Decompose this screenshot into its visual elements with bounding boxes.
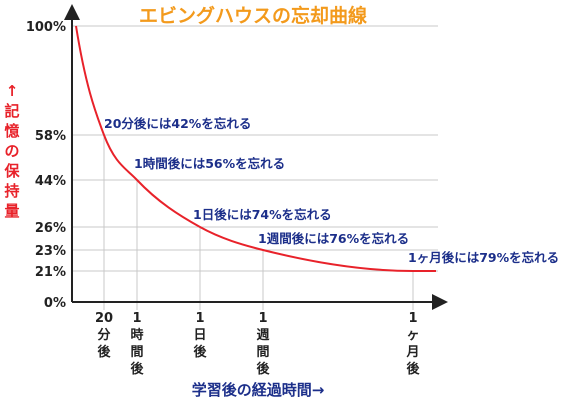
forgetting-curve-line (75, 25, 436, 272)
x-axis-label: 学習後の経過時間→ (192, 381, 325, 399)
annotation-label: 1週間後には76%を忘れる (258, 231, 409, 246)
x-tick-label: 1 週間後 (256, 311, 270, 377)
chart-title: エビングハウスの忘却曲線 (139, 4, 367, 27)
annotation-label: 1日後には74%を忘れる (193, 207, 332, 222)
y-tick-label: 58% (35, 129, 66, 144)
svg-text:1ヶ月後: 1 ヶ月後 (405, 311, 420, 377)
y-tick-label: 44% (35, 174, 66, 189)
x-tick-label: 1 時間後 (130, 311, 144, 377)
annotation-label: 20分後には42%を忘れる (104, 116, 251, 131)
svg-text:1時間後: 1 時間後 (130, 311, 144, 377)
svg-text:20分後: 20 分後 (95, 311, 113, 360)
annotation-label: 1ヶ月後には79%を忘れる (408, 250, 559, 265)
y-axis-label-text: ↑記憶の保持量 (3, 82, 20, 220)
y-axis-label: ↑記憶の保持量 (3, 82, 20, 220)
y-tick-label: 0% (44, 296, 66, 311)
y-tick-label: 23% (35, 244, 66, 259)
y-tick-label: 21% (35, 265, 66, 280)
y-tick-label: 100% (26, 20, 66, 35)
x-tick-label: 20 分後 (95, 311, 113, 360)
x-tick-label: 1 ヶ月後 (405, 311, 420, 377)
y-tick-labels: 100% 58% 44% 26% 23% 21% 0% (26, 20, 66, 311)
annotations: 20分後には42%を忘れる 1時間後には56%を忘れる 1日後には74%を忘れる 1週… (104, 116, 559, 265)
grid-lines (72, 25, 438, 310)
annotation-label: 1時間後には56%を忘れる (134, 156, 285, 171)
svg-text:1日後: 1 日後 (193, 311, 207, 360)
y-tick-label: 26% (35, 221, 66, 236)
svg-text:1週間後: 1 週間後 (256, 311, 270, 377)
x-tick-labels: 20 分後 1 時間後 1 日後 1 週間後 1 ヶ月後 (95, 311, 421, 377)
x-tick-label: 1 日後 (193, 311, 207, 360)
